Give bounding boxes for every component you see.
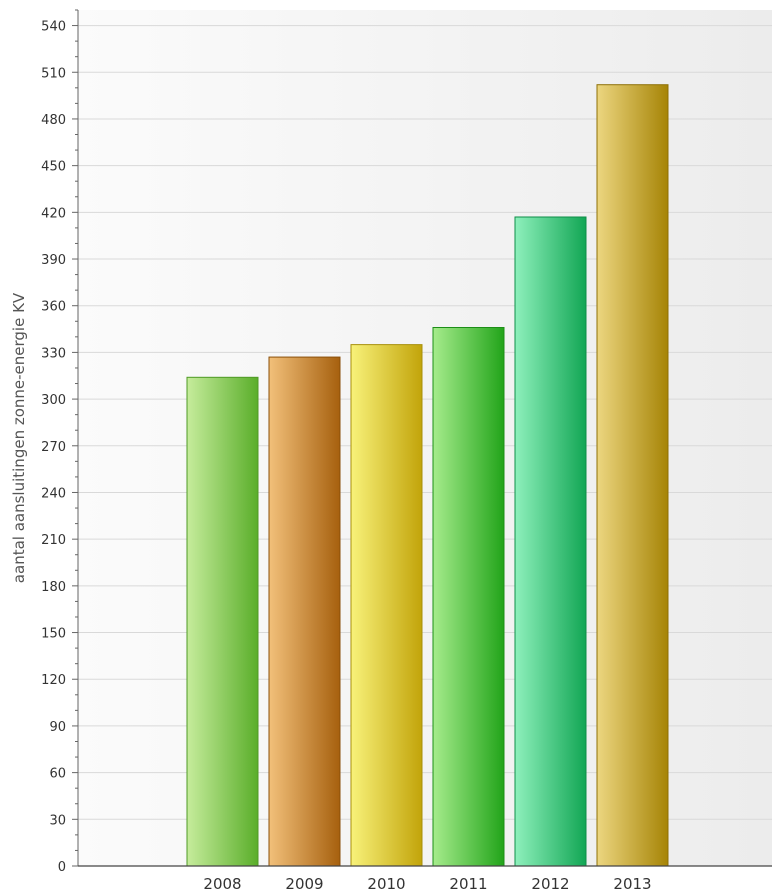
y-tick-label: 90 <box>49 720 66 735</box>
y-tick-label: 300 <box>41 393 66 408</box>
y-tick-label: 60 <box>49 767 66 782</box>
bar-2008 <box>186 376 259 867</box>
y-tick-label: 120 <box>41 673 66 688</box>
x-tick-label: 2013 <box>613 875 651 893</box>
x-tick-label: 2008 <box>203 875 241 893</box>
y-tick-label: 180 <box>41 580 66 595</box>
axes <box>72 9 772 867</box>
y-tick-label: 540 <box>41 20 66 35</box>
y-tick-label: 480 <box>41 113 66 128</box>
x-tick-label: 2012 <box>531 875 569 893</box>
bar-2013 <box>596 84 669 867</box>
bar-2010 <box>350 344 423 867</box>
bar-2009 <box>268 356 341 867</box>
y-tick-label: 30 <box>49 813 66 828</box>
y-tick-label: 390 <box>41 253 66 268</box>
bars <box>186 84 669 867</box>
bar-2011 <box>432 326 505 867</box>
y-tick-label: 240 <box>41 486 66 501</box>
x-tick-labels: 2008 2009 2010 2011 2012 2013 <box>203 875 651 893</box>
y-tick-label: 270 <box>41 440 66 455</box>
x-tick-label: 2011 <box>449 875 487 893</box>
y-tick-label: 150 <box>41 627 66 642</box>
y-tick-label: 420 <box>41 206 66 221</box>
y-tick-label: 360 <box>41 300 66 315</box>
y-axis-title: aantal aansluitingen zonne-energie KV <box>10 292 28 583</box>
y-tick-label: 0 <box>58 860 66 875</box>
x-tick-label: 2009 <box>285 875 323 893</box>
y-tick-label: 510 <box>41 66 66 81</box>
y-tick-label: 450 <box>41 160 66 175</box>
y-tick-labels: 0 30 60 90 120 150 180 210 240 270 300 330 360 390 420… <box>41 20 66 875</box>
x-tick-label: 2010 <box>367 875 405 893</box>
y-tick-label: 330 <box>41 346 66 361</box>
bar-2012 <box>514 216 587 867</box>
y-tick-label: 210 <box>41 533 66 548</box>
